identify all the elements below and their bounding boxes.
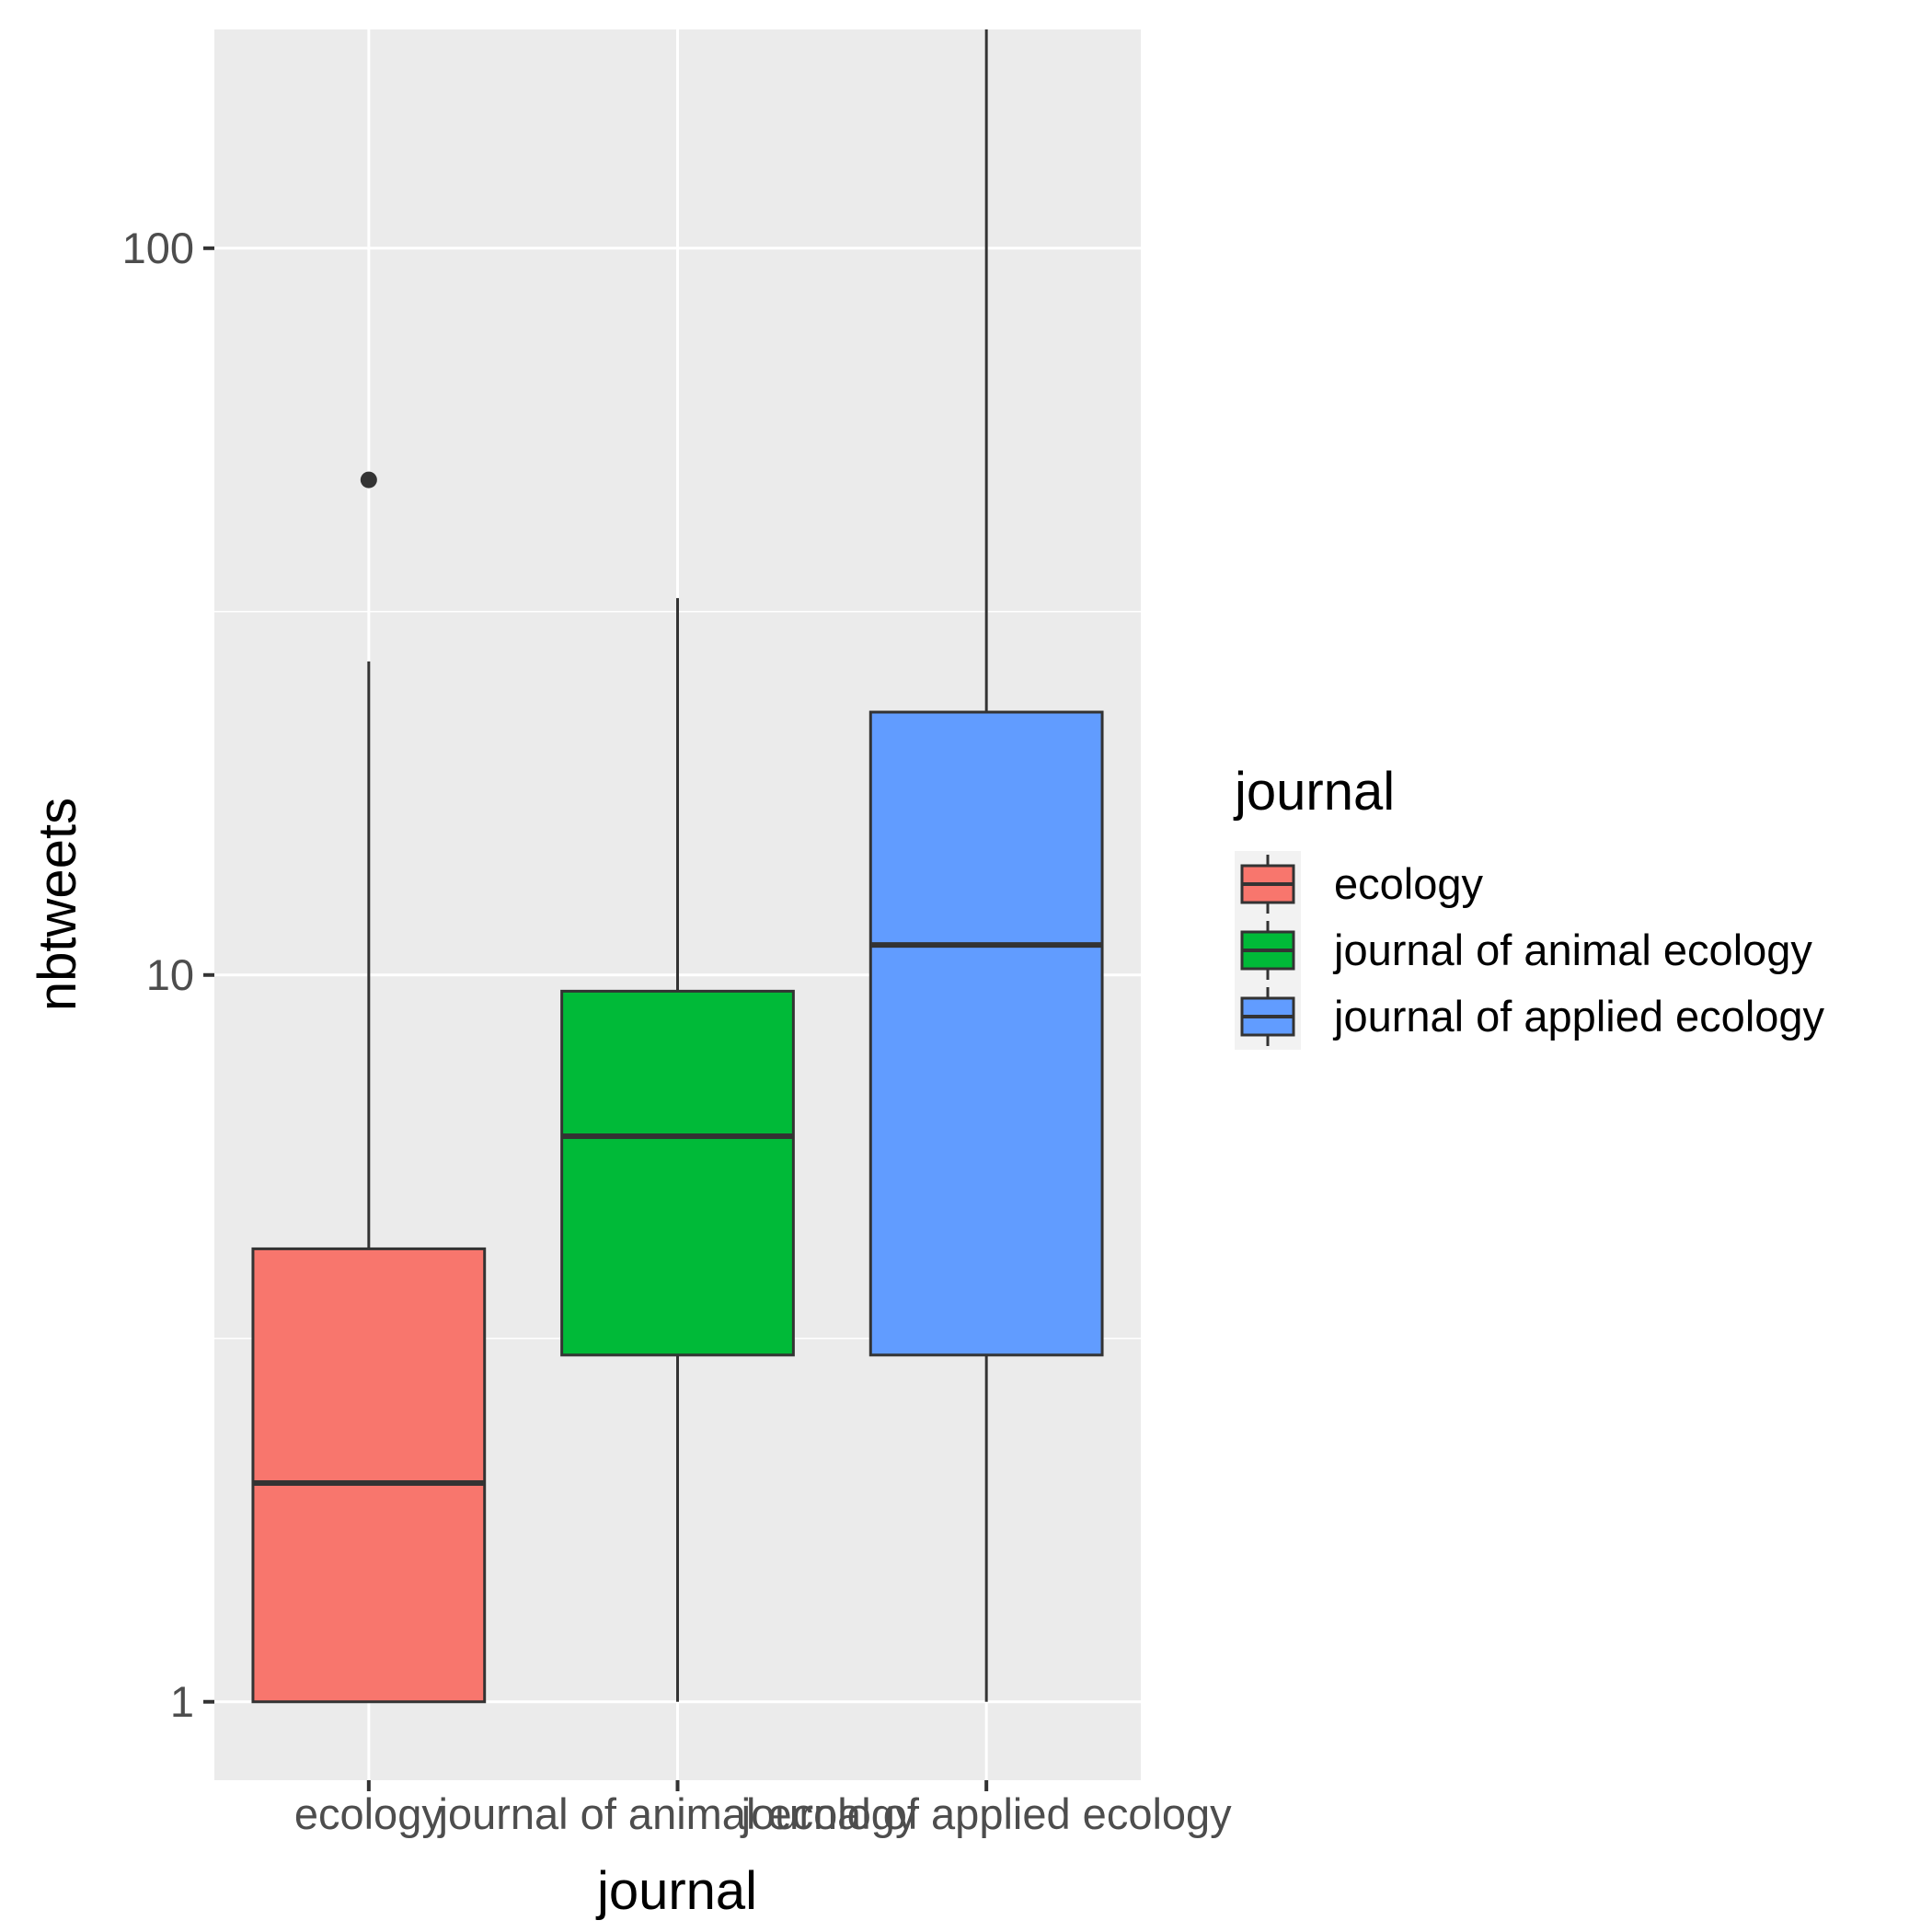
legend-item: journal of animal ecology [1240, 921, 1812, 980]
box-3 [868, 29, 1104, 1702]
box-iqr [868, 710, 1104, 1357]
x-tick-label: ecology [294, 1789, 443, 1838]
box-2 [560, 598, 795, 1702]
y-tick-label: 100 [122, 224, 194, 272]
legend-item: ecology [1240, 855, 1483, 914]
legend-label: journal of animal ecology [1332, 926, 1812, 974]
legend-label: journal of applied ecology [1332, 992, 1825, 1041]
x-tick-label: journal of animal ecology [437, 1789, 917, 1838]
x-axis-title: journal [595, 1861, 757, 1921]
box-1 [251, 471, 487, 1704]
y-axis: 1 10 100 [122, 224, 214, 1726]
legend-label: ecology [1334, 859, 1483, 908]
box-iqr [251, 1247, 487, 1704]
y-tick-label: 1 [170, 1677, 194, 1726]
y-axis-title: nbtweets [28, 798, 87, 1011]
boxes-layer [251, 29, 1104, 1704]
legend-title: journal [1233, 762, 1395, 822]
legend: journal ecology journal of animal ecology… [1233, 762, 1825, 1050]
box-iqr [560, 989, 795, 1357]
x-tick-label: journal of applied ecology [740, 1789, 1233, 1838]
outlier-point [360, 471, 377, 489]
legend-item: journal of applied ecology [1240, 987, 1825, 1046]
y-tick-label: 10 [146, 950, 194, 999]
